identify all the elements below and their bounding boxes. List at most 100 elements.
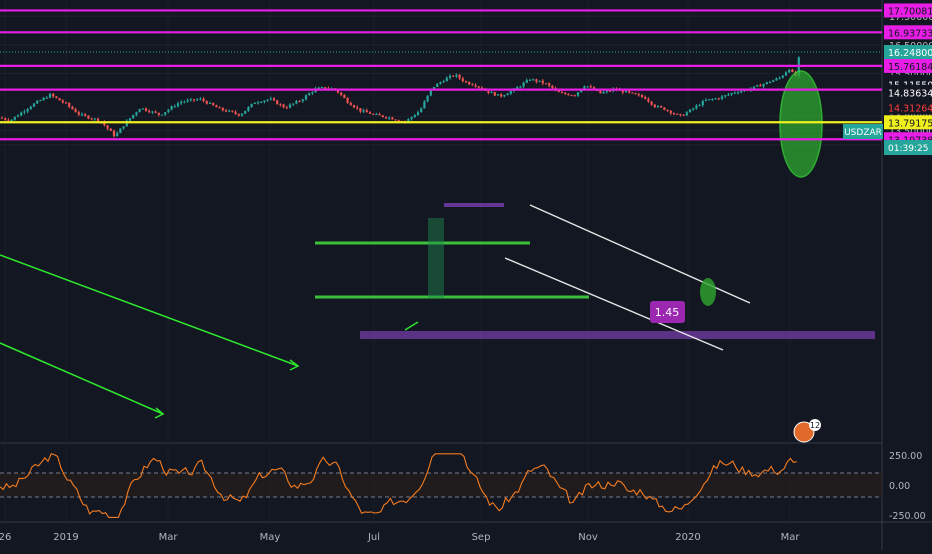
candle-body — [765, 82, 768, 85]
candle-body — [0, 117, 4, 119]
candle-body — [589, 86, 592, 88]
candle-body — [180, 101, 183, 104]
candle-body — [570, 95, 573, 97]
candle-body — [525, 80, 528, 83]
candle-body — [519, 86, 522, 88]
axis-badge — [884, 85, 932, 100]
candle-body — [157, 112, 160, 115]
candle-body — [541, 80, 544, 84]
candle-body — [202, 98, 205, 102]
candle-body — [560, 92, 564, 94]
candle-body — [304, 95, 308, 100]
candle-body — [170, 106, 173, 110]
candle-body — [557, 89, 560, 93]
time-tick-label: Mar — [781, 532, 801, 543]
candle-body — [624, 91, 628, 93]
candle-body — [391, 117, 394, 120]
candle-body — [308, 93, 311, 96]
candle-body — [208, 102, 212, 104]
candle-body — [679, 114, 682, 116]
measure-label[interactable]: 1.45 — [650, 301, 685, 323]
candle-body — [762, 84, 765, 87]
candle-body — [112, 130, 116, 137]
candle-body — [432, 86, 436, 90]
candle-body — [298, 101, 301, 103]
candle-body — [442, 81, 445, 83]
axis-badge — [884, 45, 932, 60]
alert-badge[interactable]: 12 — [793, 419, 821, 443]
candle-body — [602, 92, 605, 94]
candle-body — [724, 95, 727, 97]
axis-badge-label: 16.24800 — [888, 48, 932, 59]
measure-label-box — [650, 301, 685, 323]
candle-body — [240, 113, 244, 116]
candle-body — [32, 103, 36, 107]
candle-body — [426, 95, 429, 102]
candle-body — [564, 92, 567, 94]
candle-body — [644, 96, 647, 99]
candle-body — [349, 102, 352, 106]
candle-body — [573, 95, 576, 97]
candle-body — [496, 94, 500, 96]
candle-body — [119, 128, 122, 134]
candle-body — [375, 113, 378, 115]
candle-body — [567, 93, 570, 96]
candle-body — [224, 110, 228, 112]
candle-body — [791, 69, 794, 72]
candle-body — [682, 114, 685, 116]
candle-body — [474, 85, 477, 87]
candle-body — [455, 74, 458, 77]
price-level-tag — [884, 58, 932, 73]
candle-body — [695, 105, 698, 109]
candle-body — [74, 109, 77, 113]
oscillator-band — [0, 473, 882, 497]
time-tick-label: 26 — [0, 532, 11, 543]
candle-body — [458, 74, 461, 79]
candle-body — [704, 99, 708, 101]
candle-body — [669, 110, 672, 114]
candle-body — [448, 75, 452, 78]
candle-body — [407, 118, 410, 122]
candle-body — [452, 75, 455, 77]
candle-body — [176, 103, 180, 107]
candle-body — [672, 113, 676, 115]
candle-body — [196, 99, 199, 101]
candle-body — [16, 115, 20, 117]
alert-icon — [793, 421, 815, 443]
candle-body — [599, 90, 602, 94]
symbol-tag-box — [843, 124, 883, 139]
candle-body — [13, 116, 16, 120]
candle-body — [397, 120, 400, 122]
candle-body — [132, 114, 135, 119]
candle-body — [311, 92, 314, 94]
candle-body — [244, 110, 247, 114]
candle-body — [359, 108, 362, 112]
candle-body — [237, 113, 240, 116]
candle-body — [583, 86, 586, 90]
price-level-label: 17.70081 — [888, 6, 932, 17]
time-axis[interactable]: 26 2019 Mar May Jul Sep Nov 2020 Mar — [0, 532, 800, 543]
candle-body — [20, 112, 23, 116]
candle-body — [141, 108, 144, 110]
resistance-zone — [444, 203, 504, 207]
candle-body — [295, 101, 298, 104]
candle-body — [263, 100, 266, 103]
candle-body — [64, 102, 68, 104]
candle-body — [439, 82, 442, 84]
candle-body — [413, 115, 416, 118]
candle-body — [544, 83, 548, 85]
candle-body — [212, 102, 215, 106]
drawings — [0, 51, 882, 419]
candle-body — [548, 83, 551, 86]
price-axis[interactable]: 17.5000016.5000015.5000014.0000013.50000… — [884, 3, 932, 522]
candle-body — [218, 107, 221, 109]
candle-body — [164, 112, 167, 115]
countdown-tag: 01:39:25 — [884, 140, 932, 155]
candle-body — [324, 87, 327, 89]
candle-body — [61, 100, 64, 103]
candle-body — [666, 109, 669, 111]
candle-body — [52, 93, 55, 97]
